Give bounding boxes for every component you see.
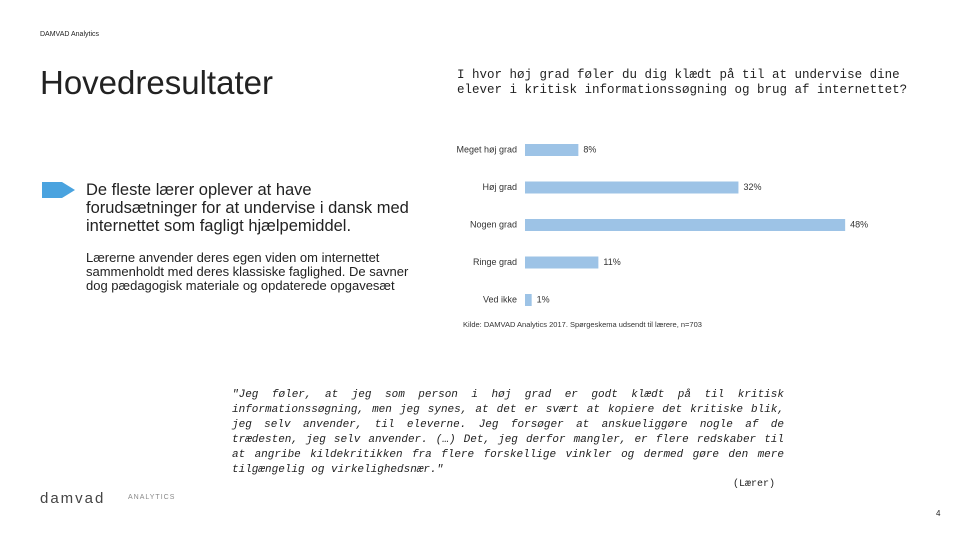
- category-label: Nogen grad: [470, 219, 517, 229]
- chart-source: Kilde: DAMVAD Analytics 2017. Spørgeskem…: [463, 320, 702, 329]
- bullet-body: Lærerne anvender deres egen viden om int…: [86, 250, 409, 293]
- logo-tagline: ANALYTICS: [128, 494, 176, 501]
- arrow-icon: [42, 182, 75, 198]
- quote: "Jeg føler, at jeg som person i høj grad…: [232, 389, 784, 476]
- category-label: Høj grad: [482, 182, 517, 192]
- bullet-heading: De fleste lærer oplever at have forudsæt…: [86, 181, 409, 235]
- value-label: 1%: [537, 294, 550, 304]
- value-label: 48%: [850, 219, 868, 229]
- value-label: 11%: [603, 257, 620, 267]
- brand: DAMVAD Analytics: [40, 31, 99, 38]
- bar: [525, 294, 532, 306]
- quote-author: (Lærer): [733, 479, 776, 490]
- page-number: 4: [936, 509, 941, 518]
- bar: [525, 256, 599, 269]
- value-label: 8%: [583, 144, 596, 154]
- bar: [525, 181, 739, 194]
- category-label: Ved ikke: [483, 294, 517, 304]
- bar: [525, 144, 579, 156]
- value-label: 32%: [743, 182, 761, 192]
- bar: [525, 219, 846, 231]
- category-label: Ringe grad: [473, 257, 517, 267]
- logo: damvad: [40, 490, 106, 507]
- slide-title: Hovedresultater: [40, 64, 273, 101]
- chart-title: I hvor høj grad føler du dig klædt på ti…: [457, 68, 908, 97]
- category-label: Meget høj grad: [456, 144, 517, 154]
